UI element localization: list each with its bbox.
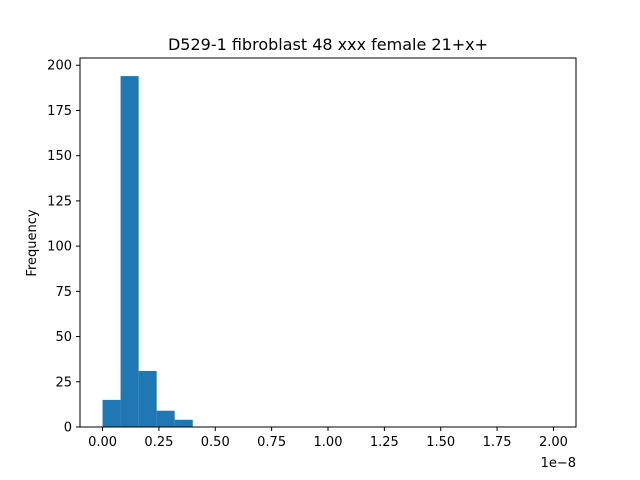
y-axis-title: Frequency [25,209,40,276]
y-tick-label: 75 [55,285,72,300]
x-tick-label: 1.75 [483,435,512,450]
x-tick-label: 2.00 [539,435,568,450]
y-tick-label: 150 [47,149,72,164]
x-tick-label: 0.75 [257,435,286,450]
x-tick-label: 1.25 [370,435,399,450]
x-axis-ticks: 0.00 0.25 0.50 0.75 1.00 1.25 1.50 1.75 2.00 [88,427,568,450]
y-tick-label: 175 [47,104,72,119]
x-axis-offset-label: 1e−8 [541,456,576,471]
plot-area-frame [79,57,577,428]
y-tick-label: 50 [55,330,72,345]
y-tick-label: 25 [55,375,72,390]
histogram-bar-3 [156,410,175,427]
histogram-bar-4 [174,419,193,427]
x-tick-label: 1.00 [314,435,343,450]
y-tick-label: 200 [47,59,72,74]
x-tick-label: 0.50 [201,435,230,450]
x-tick-label: 0.00 [88,435,117,450]
chart-title: D529-1 fibroblast 48 xxx female 21+x+ [168,35,488,54]
histogram-bars [102,76,193,427]
y-tick-label: 125 [47,194,72,209]
y-tick-label: 0 [64,421,72,436]
histogram-bar-1 [120,76,139,427]
x-tick-label: 0.25 [144,435,173,450]
x-tick-label: 1.50 [426,435,455,450]
histogram-bar-0 [102,399,121,427]
y-axis-ticks: 0 25 50 75 100 125 150 175 200 [47,59,80,436]
histogram-bar-2 [138,370,157,427]
y-tick-label: 100 [47,240,72,255]
